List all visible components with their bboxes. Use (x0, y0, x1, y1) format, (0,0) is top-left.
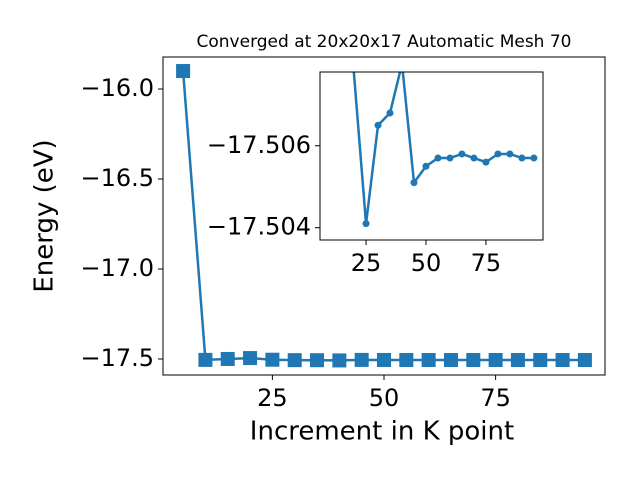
plot-content (176, 64, 592, 368)
marker (494, 150, 502, 158)
marker (198, 352, 213, 367)
marker (362, 220, 370, 228)
series-line (352, 72, 534, 224)
marker (243, 351, 258, 366)
marker (533, 353, 548, 368)
marker (470, 154, 478, 162)
marker (488, 352, 503, 367)
y-tick-label: −17.506 (207, 131, 311, 159)
marker (176, 64, 191, 79)
marker (510, 353, 525, 368)
chart-title: Converged at 20x20x17 Automatic Mesh 70 (197, 32, 572, 52)
axes-frame (319, 71, 544, 241)
marker (332, 353, 347, 368)
y-tick-label: −16.0 (80, 74, 154, 102)
marker (506, 150, 514, 158)
marker (386, 109, 394, 117)
y-tick-label: −16.5 (80, 164, 154, 192)
x-tick-label: 50 (411, 249, 442, 277)
x-tick-label: 25 (257, 384, 288, 412)
x-tick-label: 25 (351, 249, 382, 277)
marker (220, 351, 235, 366)
y-tick-label: −17.5 (80, 344, 154, 372)
marker (458, 150, 466, 158)
axes-frame (162, 56, 606, 376)
x-axis-label: Increment in K point (250, 417, 514, 447)
marker (434, 154, 442, 162)
marker (482, 158, 490, 166)
marker (421, 353, 436, 368)
x-tick-label: 75 (471, 249, 502, 277)
marker (287, 353, 302, 368)
marker (377, 352, 391, 367)
marker (265, 352, 280, 367)
marker (399, 353, 414, 368)
y-axis-label: Energy (eV) (30, 139, 60, 292)
marker (354, 352, 369, 367)
marker (577, 353, 592, 368)
marker (310, 353, 325, 368)
plot-content (352, 72, 538, 228)
marker (443, 353, 458, 368)
x-tick-label: 50 (369, 384, 400, 412)
y-tick-label: −17.504 (207, 213, 311, 241)
marker (410, 179, 418, 187)
marker (374, 121, 382, 129)
marker (518, 154, 526, 162)
y-tick-label: −17.0 (80, 254, 154, 282)
x-tick-label: 75 (480, 384, 511, 412)
marker (446, 154, 454, 162)
marker (555, 353, 570, 368)
marker (466, 353, 481, 368)
marker (530, 154, 538, 162)
marker (422, 162, 430, 170)
